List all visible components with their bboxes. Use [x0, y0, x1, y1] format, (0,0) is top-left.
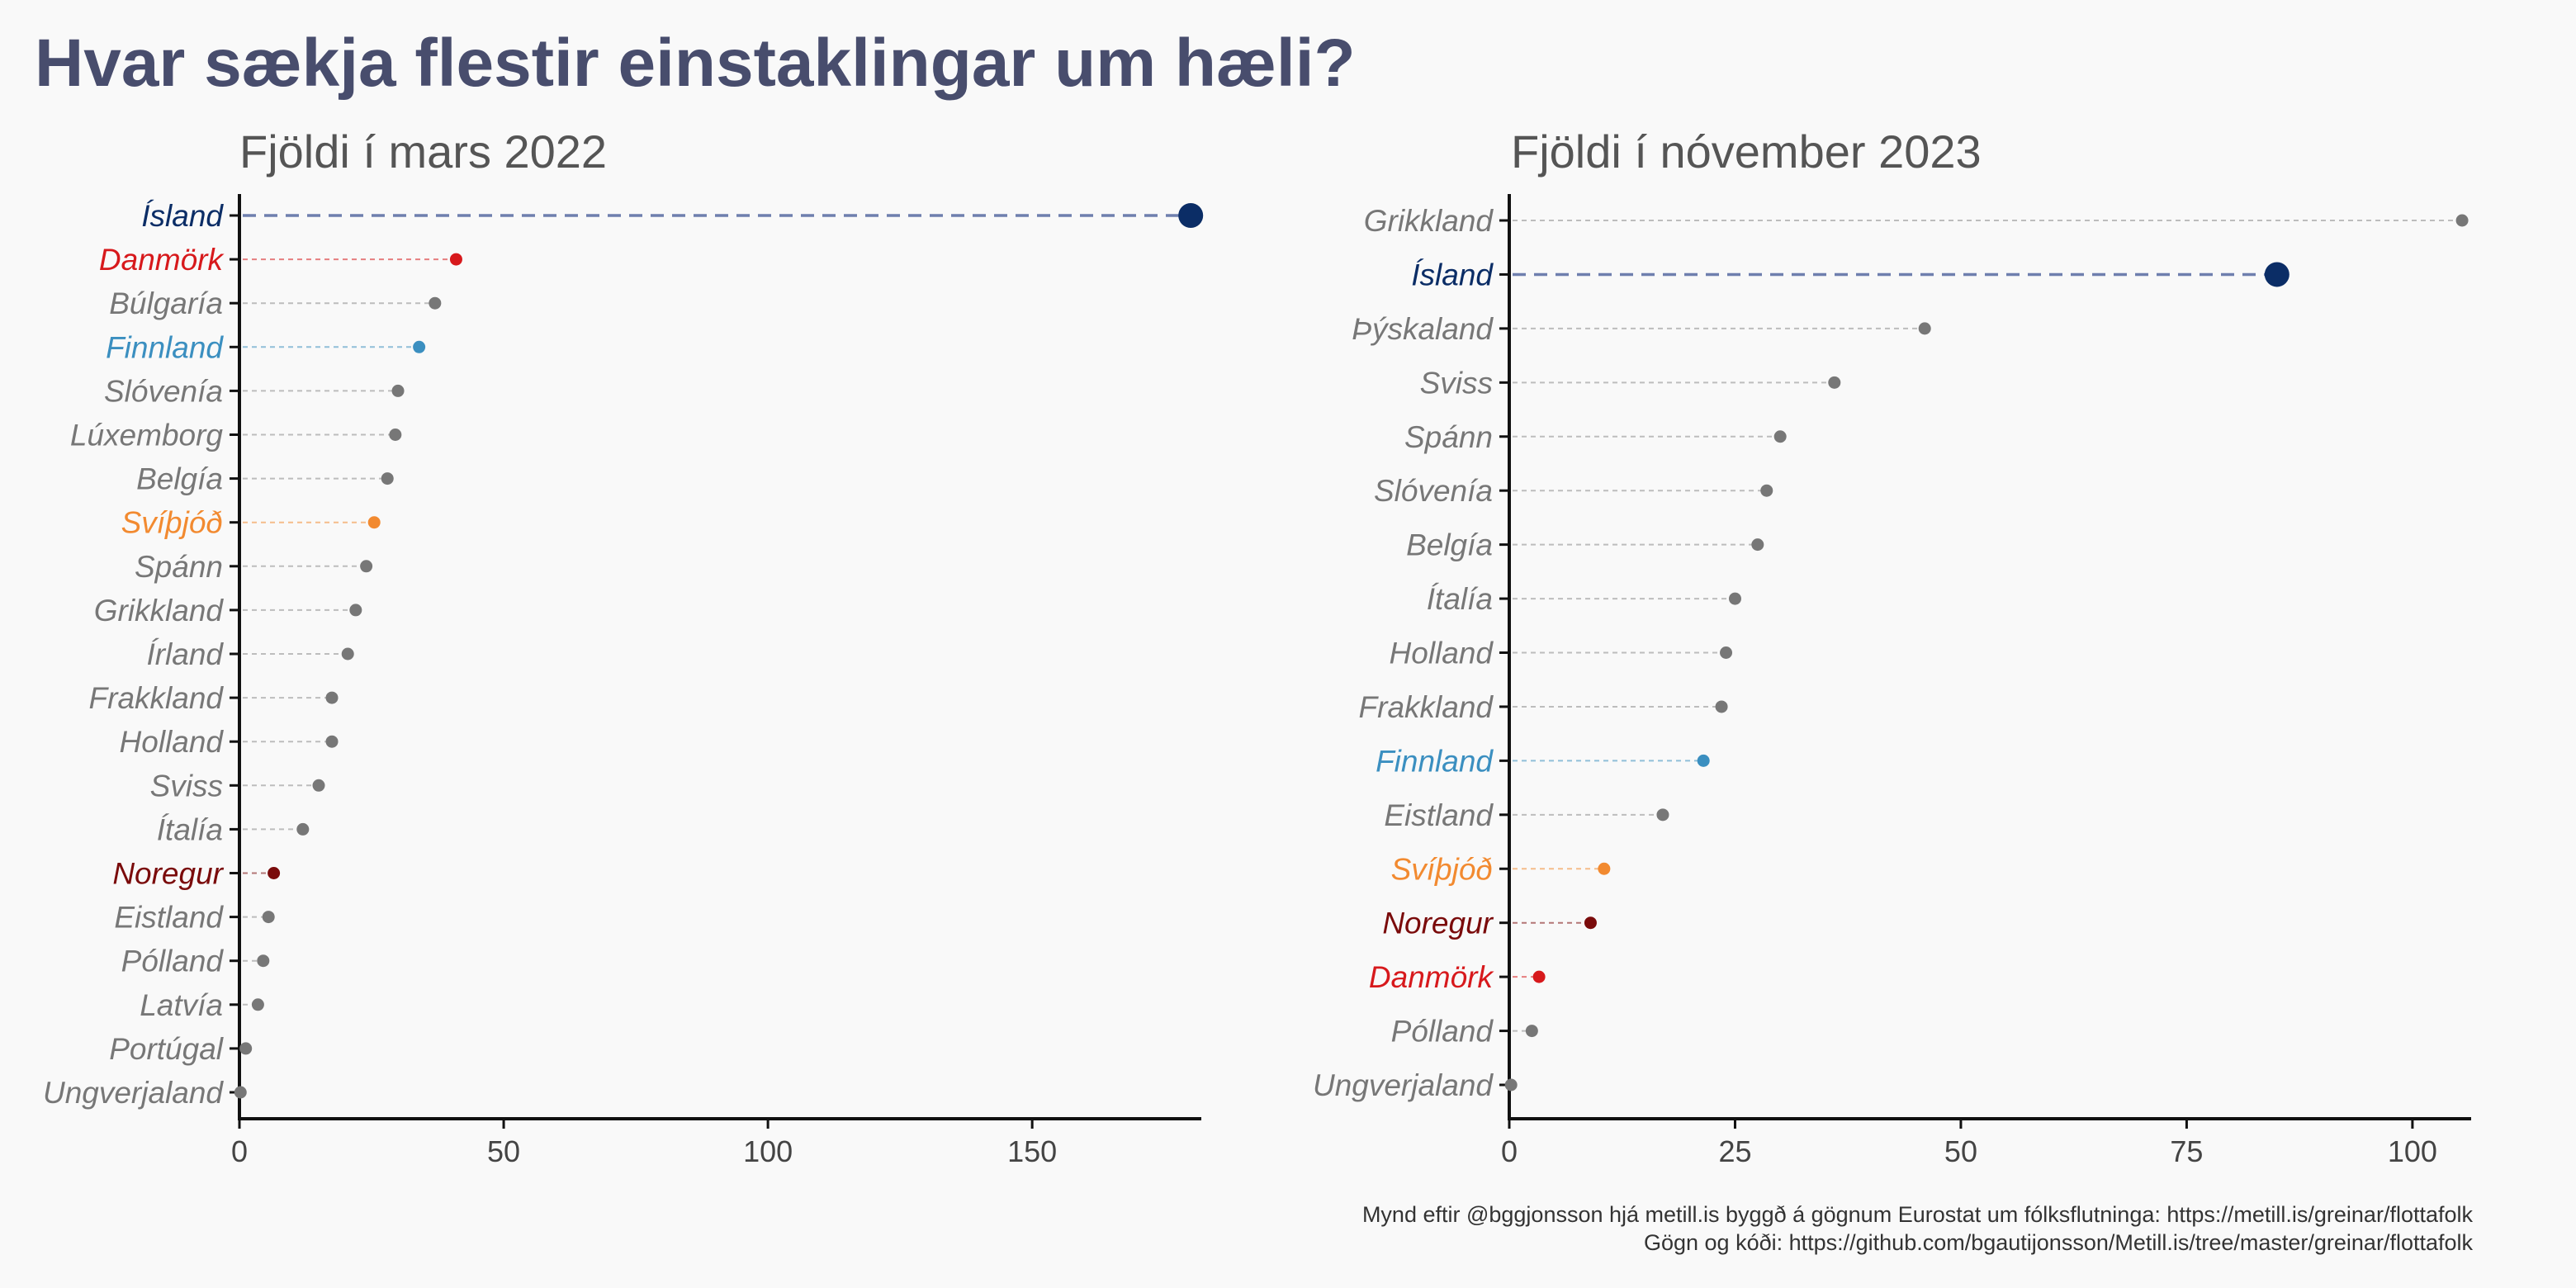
category-label: Finnland — [106, 330, 224, 364]
data-point — [1773, 430, 1787, 443]
x-tick-label: 150 — [1007, 1134, 1057, 1168]
data-point — [1760, 484, 1773, 497]
data-point — [1697, 754, 1710, 767]
data-point — [341, 647, 354, 661]
category-label: Ungverjaland — [43, 1076, 224, 1110]
x-tick-label: 0 — [1501, 1134, 1518, 1168]
category-label: Holland — [1390, 637, 1494, 670]
data-point — [251, 998, 264, 1011]
data-point — [1828, 376, 1841, 389]
category-label: Latvía — [140, 988, 223, 1022]
category-label: Ungverjaland — [1313, 1068, 1494, 1102]
category-label: Grikkland — [1364, 204, 1494, 238]
x-tick-label: 50 — [1944, 1134, 1977, 1168]
data-point — [262, 911, 275, 924]
data-point — [2264, 262, 2290, 287]
category-label: Portúgal — [109, 1032, 225, 1066]
data-point — [413, 340, 426, 353]
data-point — [268, 867, 281, 879]
data-point — [234, 1086, 247, 1099]
category-label: Holland — [120, 725, 225, 759]
category-label: Spánn — [1404, 420, 1493, 454]
panel-subtitle: Fjöldi í mars 2022 — [239, 125, 607, 178]
chart-title: Hvar sækja flestir einstaklingar um hæli… — [35, 26, 1356, 101]
data-point — [1751, 538, 1764, 552]
data-point — [325, 735, 339, 748]
x-tick-label: 25 — [1718, 1134, 1751, 1168]
data-point — [1178, 203, 1204, 228]
data-point — [1532, 970, 1546, 983]
category-label: Spánn — [135, 550, 223, 584]
data-point — [312, 779, 325, 792]
data-point — [1598, 862, 1611, 875]
data-point — [257, 954, 270, 968]
data-point — [389, 429, 402, 441]
data-point — [1918, 322, 1931, 335]
category-label: Finnland — [1376, 744, 1494, 778]
data-point — [1728, 592, 1741, 605]
data-point — [449, 253, 462, 266]
x-tick-label: 75 — [2170, 1134, 2203, 1168]
category-label: Ítalía — [157, 812, 223, 846]
data-point — [1584, 916, 1597, 930]
category-label: Ísland — [141, 199, 224, 233]
panel-march-2022: Fjöldi í mars 2022 0 50 100 150 Ísland Danmörk… — [43, 125, 1204, 1168]
category-label: Svíþjóð — [121, 506, 223, 540]
data-point — [1504, 1078, 1518, 1091]
caption-code: Gögn og kóði: https://github.com/bgautij… — [1643, 1230, 2473, 1255]
data-point — [1715, 700, 1728, 713]
x-tick-label: 100 — [2388, 1134, 2437, 1168]
category-label: Noregur — [112, 857, 224, 891]
data-point — [367, 516, 381, 529]
category-label: Ítalía — [1427, 582, 1493, 616]
data-point — [429, 296, 442, 310]
data-point — [1525, 1025, 1538, 1038]
category-label: Sviss — [150, 769, 223, 803]
data-point — [360, 560, 373, 573]
category-label: Slóvenía — [1374, 474, 1493, 508]
x-tick-label: 100 — [743, 1134, 793, 1168]
data-point — [391, 384, 405, 397]
data-point — [325, 691, 339, 704]
data-point — [1720, 646, 1733, 659]
category-label: Svíþjóð — [1391, 852, 1493, 886]
category-label: Þýskaland — [1352, 312, 1494, 346]
category-label: Frakkland — [1359, 690, 1494, 724]
x-tick-label: 0 — [231, 1134, 248, 1168]
category-label: Eistland — [114, 901, 224, 935]
category-label: Belgía — [136, 462, 223, 496]
panel-november-2023: Fjöldi í nóvember 2023 0 25 50 75 100 Grikklan… — [1313, 125, 2471, 1168]
category-label: Ísland — [1411, 258, 1494, 291]
category-label: Belgía — [1406, 528, 1493, 562]
category-label: Sviss — [1420, 366, 1493, 400]
category-label: Frakkland — [89, 681, 225, 715]
panel-subtitle: Fjöldi í nóvember 2023 — [1511, 125, 1982, 178]
data-point — [381, 472, 394, 485]
category-label: Pólland — [121, 945, 225, 978]
data-point — [296, 822, 310, 836]
category-label: Slóvenía — [104, 374, 223, 408]
category-label: Pólland — [1391, 1015, 1494, 1049]
category-label: Noregur — [1382, 907, 1494, 940]
category-label: Danmörk — [99, 243, 225, 277]
category-label: Eistland — [1384, 798, 1494, 832]
category-label: Grikkland — [94, 594, 225, 627]
category-label: Lúxemborg — [70, 419, 224, 452]
x-tick-label: 50 — [487, 1134, 520, 1168]
data-point — [1656, 808, 1669, 822]
caption-source: Mynd eftir @bggjonsson hjá metill.is byg… — [1361, 1202, 2473, 1227]
category-label: Danmörk — [1369, 960, 1495, 994]
data-point — [2455, 214, 2469, 227]
data-point — [349, 604, 362, 617]
data-point — [239, 1042, 253, 1055]
category-label: Búlgaría — [109, 286, 223, 320]
category-label: Írland — [146, 637, 224, 671]
